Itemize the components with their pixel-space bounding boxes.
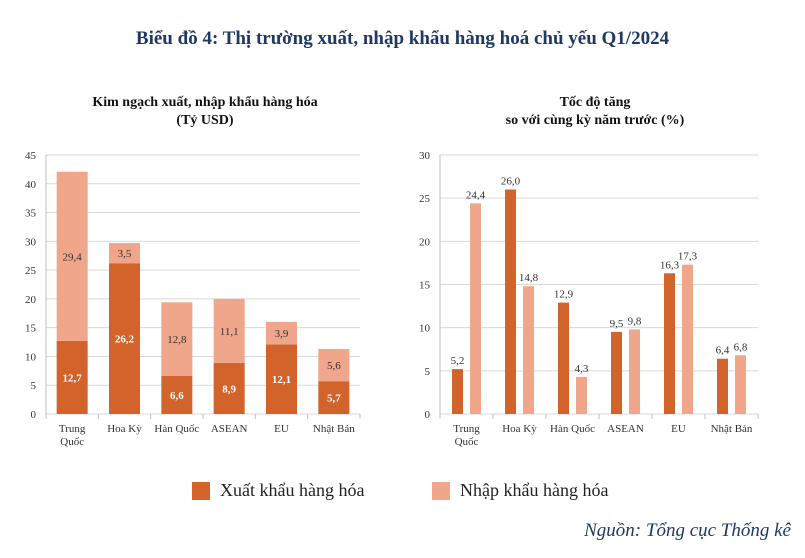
right-category-label: Hàn Quốc: [550, 423, 595, 435]
right-bar-import: [682, 264, 693, 414]
left-data-label-import: 5,6: [327, 360, 341, 372]
right-bar-import: [576, 376, 587, 414]
left-y-tick-label: 20: [25, 294, 37, 306]
left-category-label: Trung: [59, 423, 86, 435]
left-y-tick-label: 10: [25, 351, 37, 363]
right-y-tick-label: 30: [419, 150, 431, 162]
left-category-label: EU: [274, 423, 289, 435]
left-category-label: Hàn Quốc: [154, 423, 199, 435]
left-y-tick-label: 15: [25, 323, 37, 335]
right-category-label: ASEAN: [607, 423, 644, 435]
right-subtitle-line-2: so với cùng kỳ năm trước (%): [505, 113, 685, 128]
right-bar-export: [717, 358, 728, 414]
left-bar-import: [266, 321, 297, 345]
left-y-tick-label: 5: [31, 380, 37, 392]
right-bar-export: [452, 369, 463, 414]
left-category-label: Hoa Kỳ: [107, 423, 142, 435]
left-data-label-export: 12,1: [272, 374, 291, 386]
legend-item-import: Nhập khẩu hàng hóa: [432, 480, 608, 501]
right-data-label-export: 5,2: [451, 355, 465, 367]
right-bar-import: [735, 355, 746, 414]
right-y-tick-label: 10: [419, 323, 431, 335]
left-data-label-import: 12,8: [167, 334, 187, 346]
left-subtitle-line-2: (Tỷ USD): [176, 113, 234, 128]
left-y-tick-label: 25: [25, 265, 37, 277]
right-category-label: Trung: [453, 423, 480, 435]
source-note: Nguồn: Tổng cục Thống kê: [584, 520, 791, 541]
right-data-label-import: 9,8: [628, 315, 642, 327]
left-bar-import: [213, 298, 245, 363]
left-bar-export: [109, 263, 140, 414]
left-category-label: Quốc: [60, 436, 84, 448]
right-data-label-export: 6,4: [716, 345, 730, 357]
left-data-label-export: 26,2: [115, 334, 135, 346]
right-bar-import: [629, 329, 640, 414]
right-y-tick-label: 5: [425, 366, 431, 378]
left-bar-import: [318, 348, 350, 382]
right-data-label-import: 24,4: [466, 189, 486, 201]
right-data-label-export: 12,9: [554, 289, 574, 301]
right-bar-import: [470, 203, 481, 414]
legend-label-import: Nhập khẩu hàng hóa: [460, 480, 609, 500]
legend-label-export: Xuất khẩu hàng hóa: [220, 480, 365, 500]
right-bar-export: [664, 273, 675, 414]
legend-swatch-import: [432, 481, 450, 500]
right-data-label-import: 17,3: [678, 251, 698, 263]
left-data-label-export: 5,7: [327, 393, 341, 405]
right-bar-export: [611, 331, 622, 414]
left-y-tick-label: 40: [25, 179, 37, 191]
left-category-label: ASEAN: [211, 423, 248, 435]
left-y-tick-label: 30: [25, 236, 37, 248]
left-data-label-import: 11,1: [220, 326, 239, 338]
right-bar-export: [558, 302, 569, 414]
right-category-label: Hoa Kỳ: [502, 423, 537, 435]
right-category-label: EU: [671, 423, 686, 435]
right-data-label-export: 26,0: [501, 176, 521, 188]
legend: Xuất khẩu hàng hóa Nhập khẩu hàng hóa: [0, 480, 805, 504]
left-y-tick-label: 0: [31, 409, 37, 421]
left-bar-export: [266, 344, 297, 414]
chart-title: Biểu đồ 4: Thị trường xuất, nhập khẩu hà…: [135, 28, 670, 49]
right-y-tick-label: 15: [419, 280, 431, 292]
right-data-label-export: 16,3: [660, 259, 680, 271]
right-y-tick-label: 25: [419, 193, 431, 205]
left-subtitle-line-1: Kim ngạch xuất, nhập khẩu hàng hóa: [92, 95, 318, 110]
left-bar-export: [213, 362, 245, 414]
left-data-label-export: 6,6: [170, 390, 184, 402]
left-bar-import: [109, 243, 140, 264]
left-bar-import: [161, 302, 193, 377]
left-bar-export: [56, 340, 88, 414]
right-y-tick-label: 20: [419, 236, 431, 248]
right-category-label: Quốc: [455, 436, 479, 448]
left-data-label-import: 3,5: [118, 248, 132, 260]
right-data-label-import: 6,8: [734, 341, 748, 353]
right-bar-export: [505, 189, 516, 414]
right-y-tick-label: 0: [425, 409, 431, 421]
right-data-label-import: 14,8: [519, 272, 539, 284]
left-bar-export: [318, 381, 350, 414]
left-category-label: Nhật Bản: [313, 423, 355, 435]
left-bar-export: [161, 376, 193, 414]
left-data-label-import: 3,9: [275, 328, 289, 340]
left-y-tick-label: 35: [25, 208, 37, 220]
right-category-label: Nhật Bản: [711, 423, 753, 435]
right-data-label-import: 4,3: [575, 363, 589, 375]
left-chart-subtitle: Kim ngạch xuất, nhập khẩu hàng hóa (Tỷ U…: [40, 94, 370, 130]
left-data-label-export: 12,7: [63, 372, 83, 384]
right-chart-subtitle: Tốc độ tăng so với cùng kỳ năm trước (%): [430, 94, 760, 130]
right-subtitle-line-1: Tốc độ tăng: [559, 95, 631, 110]
left-y-tick-label: 45: [25, 150, 37, 162]
left-data-label-export: 8,9: [222, 383, 236, 395]
legend-swatch-export: [192, 481, 210, 500]
legend-item-export: Xuất khẩu hàng hóa: [192, 480, 364, 501]
right-bar-import: [523, 286, 534, 414]
right-data-label-export: 9,5: [610, 318, 624, 330]
left-data-label-import: 29,4: [63, 251, 83, 263]
left-bar-import: [56, 171, 88, 341]
